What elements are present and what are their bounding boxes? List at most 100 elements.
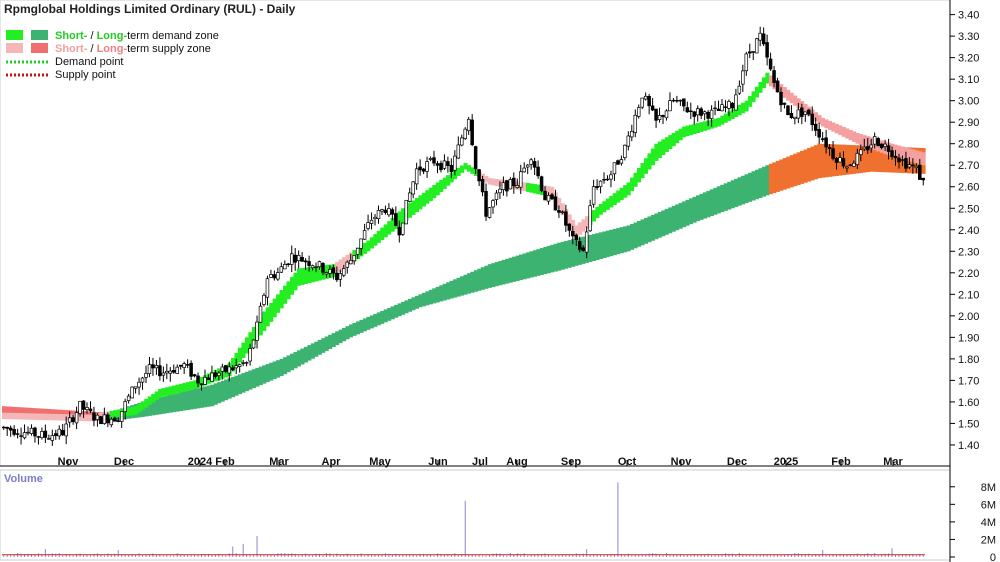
short-zone-column — [654, 143, 659, 161]
candle-body — [116, 420, 120, 422]
candle-body — [95, 414, 100, 420]
short-zone-column — [685, 125, 690, 137]
short-zone-column — [8, 412, 14, 420]
short-zone-column — [595, 207, 600, 219]
long-zone-column — [869, 145, 874, 172]
long-zone-column — [407, 298, 413, 312]
long-zone-column — [522, 253, 527, 280]
candle-body — [92, 412, 96, 421]
volume-tick-label: 8M — [981, 482, 996, 494]
candle-body — [435, 163, 440, 166]
candle-body — [616, 160, 620, 165]
long-zone-column — [428, 289, 433, 305]
long-zone-column — [203, 386, 208, 408]
short-zone-column — [109, 410, 114, 419]
short-zone-column — [317, 265, 322, 281]
month-label: Oct — [618, 456, 637, 468]
long-zone-column — [342, 327, 347, 342]
short-zone-column — [442, 177, 447, 189]
short-zone-column — [290, 277, 295, 295]
short-zone-column — [272, 298, 277, 318]
price-tick-label: 2.40 — [958, 225, 979, 237]
candle-body — [283, 263, 287, 270]
long-zone-column — [376, 312, 381, 326]
price-tick-label: 3.00 — [958, 96, 979, 108]
long-zone-column — [466, 273, 472, 294]
short-zone-column — [50, 413, 55, 421]
candle-body — [345, 261, 350, 268]
candle-body — [296, 255, 301, 262]
candle-body — [5, 426, 9, 429]
month-label: Mar — [883, 456, 903, 468]
candle-body — [220, 366, 225, 372]
candle-body — [362, 230, 367, 240]
short-zone-column — [761, 77, 766, 89]
long-zone-column — [647, 216, 652, 243]
long-zone-column — [671, 205, 676, 232]
long-zone-column — [657, 211, 662, 238]
candle-body — [130, 386, 134, 399]
long-zone-column — [387, 307, 392, 321]
candle-body — [453, 155, 457, 171]
candle-body — [123, 401, 127, 412]
long-zone-column — [425, 291, 430, 306]
candle-body — [432, 157, 436, 164]
candle-body — [366, 222, 370, 229]
candle-body — [99, 416, 103, 425]
short-zone-column — [178, 383, 184, 393]
candle-body — [172, 370, 176, 373]
long-zone-column — [241, 373, 246, 393]
long-zone-column — [727, 181, 732, 210]
candle-body — [911, 164, 915, 167]
short-zone-column — [2, 412, 7, 420]
long-zone-column — [591, 234, 596, 261]
long-zone-column — [33, 408, 38, 419]
short-zone-column — [185, 382, 190, 391]
volume-label: Volume — [4, 473, 43, 485]
candle-body — [553, 196, 558, 211]
legend-supply-rest: term supply zone — [127, 43, 211, 55]
long-zone-column — [619, 227, 624, 254]
short-zone-column — [643, 158, 649, 174]
candle-body — [276, 272, 280, 280]
long-zone-column — [512, 256, 517, 282]
candle-body — [876, 138, 880, 147]
volume-tick-label: 6M — [981, 499, 996, 511]
long-zone-column — [761, 166, 766, 197]
long-zone-column — [716, 186, 721, 214]
short-zone-column — [487, 178, 492, 185]
long-zone-column — [706, 190, 711, 218]
long-zone-column — [272, 361, 277, 380]
short-zone-column — [262, 311, 267, 331]
short-zone-column — [713, 118, 718, 128]
month-label: Feb — [831, 456, 851, 468]
candle-body — [789, 112, 794, 118]
short-zone-column — [265, 307, 270, 327]
candle-body — [796, 109, 801, 119]
long-zone-column — [418, 294, 423, 308]
candle-body — [518, 171, 523, 188]
price-tick-label: 3.20 — [958, 53, 979, 65]
candle-body — [883, 143, 887, 147]
candle-body — [643, 95, 648, 100]
long-zone-column — [168, 395, 173, 413]
candle-body — [331, 267, 336, 274]
candle-body — [307, 261, 311, 266]
candle-body — [713, 107, 717, 110]
long-zone-column — [567, 240, 572, 268]
candle-body — [147, 364, 152, 374]
short-zone-column — [158, 389, 163, 398]
price-axis-ticks: 1.40 1.50 1.60 1.70 1.80 1.90 2.00 2.10 2.20 2.30… — [950, 10, 979, 452]
long-zone-column — [775, 160, 780, 192]
candle-body — [473, 146, 478, 170]
candle-body — [900, 159, 905, 161]
long-zone-column — [682, 201, 687, 228]
long-zone-column — [751, 171, 756, 201]
candle-body — [914, 165, 919, 169]
candle-body — [807, 109, 811, 115]
long-zone-column — [383, 309, 388, 323]
long-zone-column — [598, 232, 603, 260]
short-zone-column — [366, 240, 371, 252]
candle-body — [425, 161, 429, 172]
long-zone-column — [862, 145, 867, 173]
